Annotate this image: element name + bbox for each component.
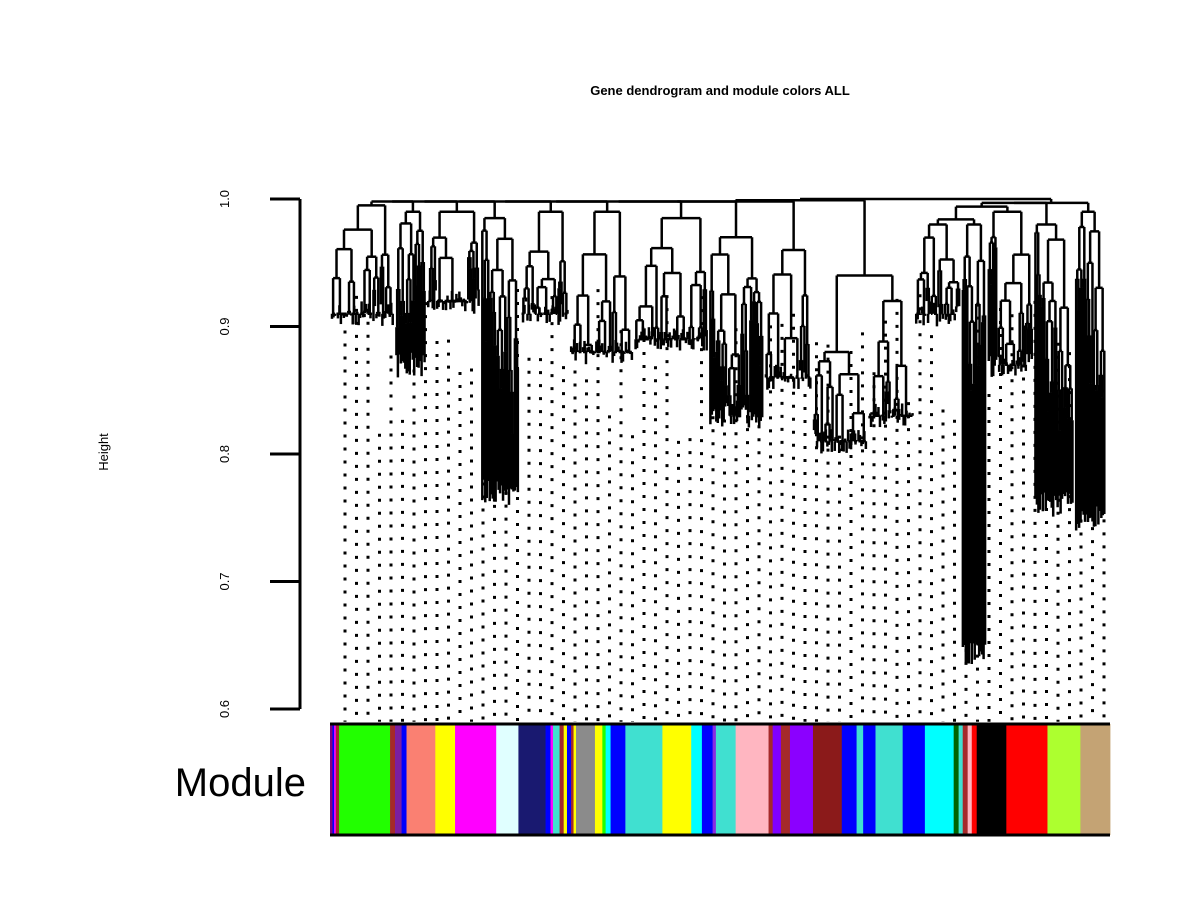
module-color-segment — [875, 724, 904, 835]
module-color-segment — [390, 724, 396, 835]
y-axis: 0.6 0.7 0.8 0.9 1.0 — [217, 190, 302, 718]
module-color-segment — [552, 724, 560, 835]
module-color-segment — [958, 724, 964, 835]
chart-title: Gene dendrogram and module colors ALL — [590, 83, 850, 98]
module-color-segment — [789, 724, 814, 835]
module-color-segment — [605, 724, 611, 835]
module-color-segment — [962, 724, 969, 835]
module-color-segment — [496, 724, 519, 835]
module-color-segment — [1080, 724, 1111, 835]
module-color-segment — [594, 724, 603, 835]
module-color-segment — [712, 724, 717, 835]
module-color-segment — [395, 724, 402, 835]
module-color-segment — [691, 724, 703, 835]
module-color-segment — [1047, 724, 1081, 835]
y-axis-label: Height — [96, 433, 111, 471]
dendrogram-tree — [330, 197, 1106, 722]
module-color-segment — [435, 724, 456, 835]
y-tick-label: 0.7 — [217, 572, 232, 590]
module-color-segment — [545, 724, 551, 835]
module-color-segment — [406, 724, 436, 835]
module-color-segment — [602, 724, 607, 835]
module-color-segment — [967, 724, 973, 835]
module-color-segment — [971, 724, 978, 835]
module-color-segment — [550, 724, 554, 835]
module-color-segment — [401, 724, 407, 835]
module-color-segment — [573, 724, 577, 835]
module-color-segment — [571, 724, 574, 835]
module-color-segment — [780, 724, 791, 835]
module-color-segment — [610, 724, 626, 835]
module-color-segment — [335, 724, 340, 835]
module-color-segment — [953, 724, 960, 835]
module-color-segment — [715, 724, 737, 835]
module-color-segment — [339, 724, 391, 835]
module-color-segment — [332, 724, 335, 835]
module-color-segment — [518, 724, 546, 835]
module-color-segment — [566, 724, 572, 835]
module-color-segment — [625, 724, 663, 835]
module-color-segment — [768, 724, 774, 835]
module-color-segment — [772, 724, 782, 835]
module-color-segment — [924, 724, 955, 835]
module-color-segment — [563, 724, 568, 835]
module-color-segment — [863, 724, 876, 835]
y-tick-label: 0.9 — [217, 317, 232, 335]
y-tick-label: 0.8 — [217, 445, 232, 463]
module-color-segment — [735, 724, 769, 835]
module-color-segment — [662, 724, 692, 835]
y-tick-label: 0.6 — [217, 700, 232, 718]
module-color-segment — [812, 724, 843, 835]
module-row-label: Module — [175, 761, 306, 805]
module-color-segment — [841, 724, 857, 835]
module-color-segment — [334, 724, 337, 835]
module-color-segment — [976, 724, 1007, 835]
module-color-bar — [330, 722, 1111, 837]
module-color-segment — [701, 724, 713, 835]
module-color-segment — [330, 724, 333, 835]
module-color-segment — [455, 724, 497, 835]
module-color-segment — [1006, 724, 1048, 835]
module-color-segment — [856, 724, 864, 835]
module-color-segment — [576, 724, 596, 835]
module-color-segment — [902, 724, 926, 835]
y-tick-label: 1.0 — [217, 190, 232, 208]
module-color-segment — [559, 724, 565, 835]
